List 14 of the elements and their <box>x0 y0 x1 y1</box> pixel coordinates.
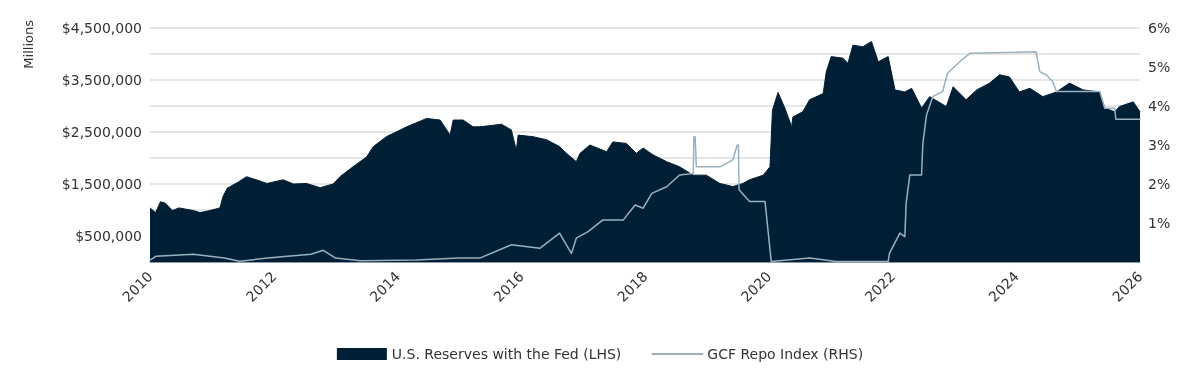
y-tick-label: $500,000 <box>75 228 142 244</box>
y-tick-label: $3,500,000 <box>61 72 142 88</box>
y2-tick-label: 5% <box>1148 59 1171 75</box>
y2-tick-label: 6% <box>1148 20 1171 36</box>
y-axis-title: Millions <box>21 19 36 69</box>
y-tick-label: $4,500,000 <box>61 20 142 36</box>
y2-tick-label: 4% <box>1148 98 1171 114</box>
legend-label: GCF Repo Index (RHS) <box>707 346 864 362</box>
y2-tick-label: 3% <box>1148 137 1171 153</box>
y-tick-label: $2,500,000 <box>61 124 142 140</box>
legend-label: U.S. Reserves with the Fed (LHS) <box>391 346 622 362</box>
y-tick-label: $1,500,000 <box>61 176 142 192</box>
y2-tick-label: 2% <box>1148 176 1171 192</box>
y2-tick-label: 1% <box>1148 215 1171 231</box>
